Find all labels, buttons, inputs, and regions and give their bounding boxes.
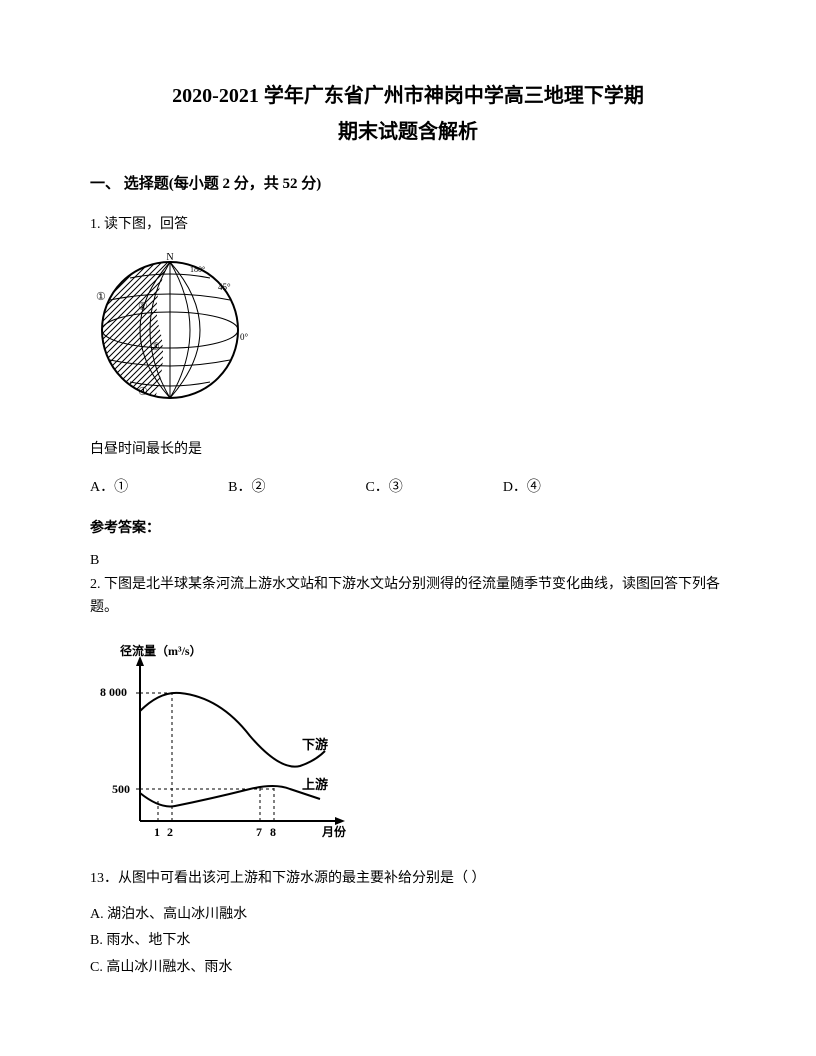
globe-label-1: ① — [96, 291, 106, 303]
q2-option-b: B. 雨水、地下水 — [90, 930, 726, 952]
globe-lon-0: 0° — [240, 332, 249, 342]
q1-prompt: 1. 读下图，回答 — [90, 214, 726, 236]
chart-xtick-1: 1 — [154, 825, 160, 839]
q13-text: 13．从图中可看出该河上游和下游水源的最主要补给分别是（ ） — [90, 868, 726, 890]
q1-sub-text: 白昼时间最长的是 — [90, 439, 726, 461]
section-header: 一、 选择题(每小题 2 分，共 52 分) — [90, 172, 726, 196]
globe-lon-45: 45° — [218, 282, 231, 292]
globe-lon-180: 180° — [190, 265, 205, 274]
chart-series-upstream: 上游 — [302, 777, 328, 792]
q1-option-c: C．③ — [365, 477, 402, 499]
chart-series-downstream: 下游 — [302, 737, 328, 752]
runoff-chart: 径流量（m³/s） 8 000 500 1 2 7 8 月份 下游 上游 — [90, 633, 726, 867]
chart-xtick-2: 2 — [167, 825, 173, 839]
q1-answer: B — [90, 550, 726, 572]
globe-label-3: ③ — [150, 341, 160, 353]
q2-option-a: A. 湖泊水、高山冰川融水 — [90, 904, 726, 926]
chart-xtick-7: 7 — [256, 825, 262, 839]
page-title-line2: 期末试题含解析 — [90, 116, 726, 148]
q1-option-d: D．④ — [503, 477, 541, 499]
q1-option-b: B．② — [228, 477, 265, 499]
globe-diagram: N ① ② ③ ④ 0° 45° 180° — [90, 250, 726, 418]
globe-label-4: ④ — [138, 386, 148, 398]
q2-option-c: C. 高山冰川融水、雨水 — [90, 957, 726, 979]
globe-label-2: ② — [138, 301, 148, 313]
page-title-line1: 2020-2021 学年广东省广州市神岗中学高三地理下学期 — [90, 80, 726, 112]
chart-ytick-8000: 8 000 — [100, 685, 127, 699]
chart-y-label: 径流量（m³/s） — [120, 643, 202, 658]
globe-label-n: N — [166, 252, 173, 263]
q1-options: A．① B．② C．③ D．④ — [90, 477, 726, 499]
q1-option-a: A．① — [90, 477, 128, 499]
chart-xtick-8: 8 — [270, 825, 276, 839]
chart-ytick-500: 500 — [112, 782, 130, 796]
answer-header: 参考答案： — [90, 518, 726, 540]
chart-x-label: 月份 — [321, 824, 347, 839]
q2-prompt: 2. 下图是北半球某条河流上游水文站和下游水文站分别测得的径流量随季节变化曲线，… — [90, 574, 726, 619]
